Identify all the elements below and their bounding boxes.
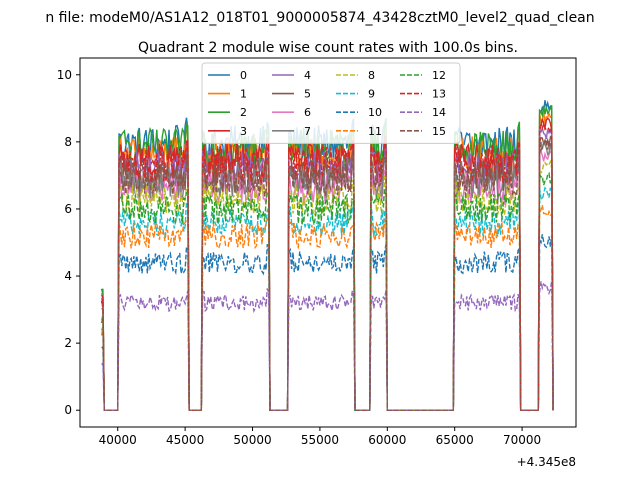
- series-line-15: [101, 137, 554, 411]
- plot-frame: [79, 57, 577, 428]
- y-tick-label: 2: [64, 336, 72, 350]
- x-tick-label: 55000: [301, 433, 339, 447]
- chart-title: Quadrant 2 module wise count rates with …: [138, 40, 518, 56]
- legend-label-0: 0: [240, 69, 247, 82]
- legend-label-12: 12: [432, 69, 446, 82]
- x-offset-label: +4.345e8: [517, 455, 576, 469]
- x-tick-label: 60000: [368, 433, 406, 447]
- legend-label-7: 7: [304, 125, 311, 138]
- x-tick-label: 40000: [99, 433, 137, 447]
- y-tick-label: 6: [64, 202, 72, 216]
- series-line-14: [101, 280, 554, 411]
- series-line-10: [101, 234, 554, 411]
- legend-label-6: 6: [304, 106, 311, 119]
- y-tick-label: 4: [64, 269, 72, 283]
- series-line-11: [100, 205, 554, 411]
- series-layer: [100, 100, 554, 411]
- legend-label-11: 11: [368, 125, 382, 138]
- legend-label-8: 8: [368, 69, 375, 82]
- legend-label-1: 1: [240, 88, 247, 101]
- legend-label-4: 4: [304, 69, 311, 82]
- y-tick-label: 10: [57, 68, 72, 82]
- y-tick-label: 8: [64, 135, 72, 149]
- legend-frame: [201, 62, 461, 144]
- x-tick-label: 70000: [503, 433, 541, 447]
- y-tick-label: 0: [64, 403, 72, 417]
- legend-label-10: 10: [368, 106, 382, 119]
- legend-label-5: 5: [304, 88, 311, 101]
- x-tick-label: 50000: [233, 433, 271, 447]
- x-tick-label: 45000: [166, 433, 204, 447]
- series-line-12: [100, 171, 554, 411]
- figure-suptitle: n file: modeM0/AS1A12_018T01_9000005874_…: [45, 10, 594, 26]
- legend-label-2: 2: [240, 106, 247, 119]
- legend-label-9: 9: [368, 88, 375, 101]
- x-axis: 40000 45000 50000 55000 60000 65000 70000: [99, 427, 541, 447]
- legend-label-15: 15: [432, 125, 446, 138]
- legend-label-13: 13: [432, 88, 446, 101]
- y-axis: 0 2 4 6 8 10: [57, 68, 80, 417]
- x-tick-label: 65000: [436, 433, 474, 447]
- legend-label-14: 14: [432, 106, 446, 119]
- series-line-8: [100, 159, 554, 411]
- legend-label-3: 3: [240, 125, 247, 138]
- series-line-7: [101, 140, 554, 411]
